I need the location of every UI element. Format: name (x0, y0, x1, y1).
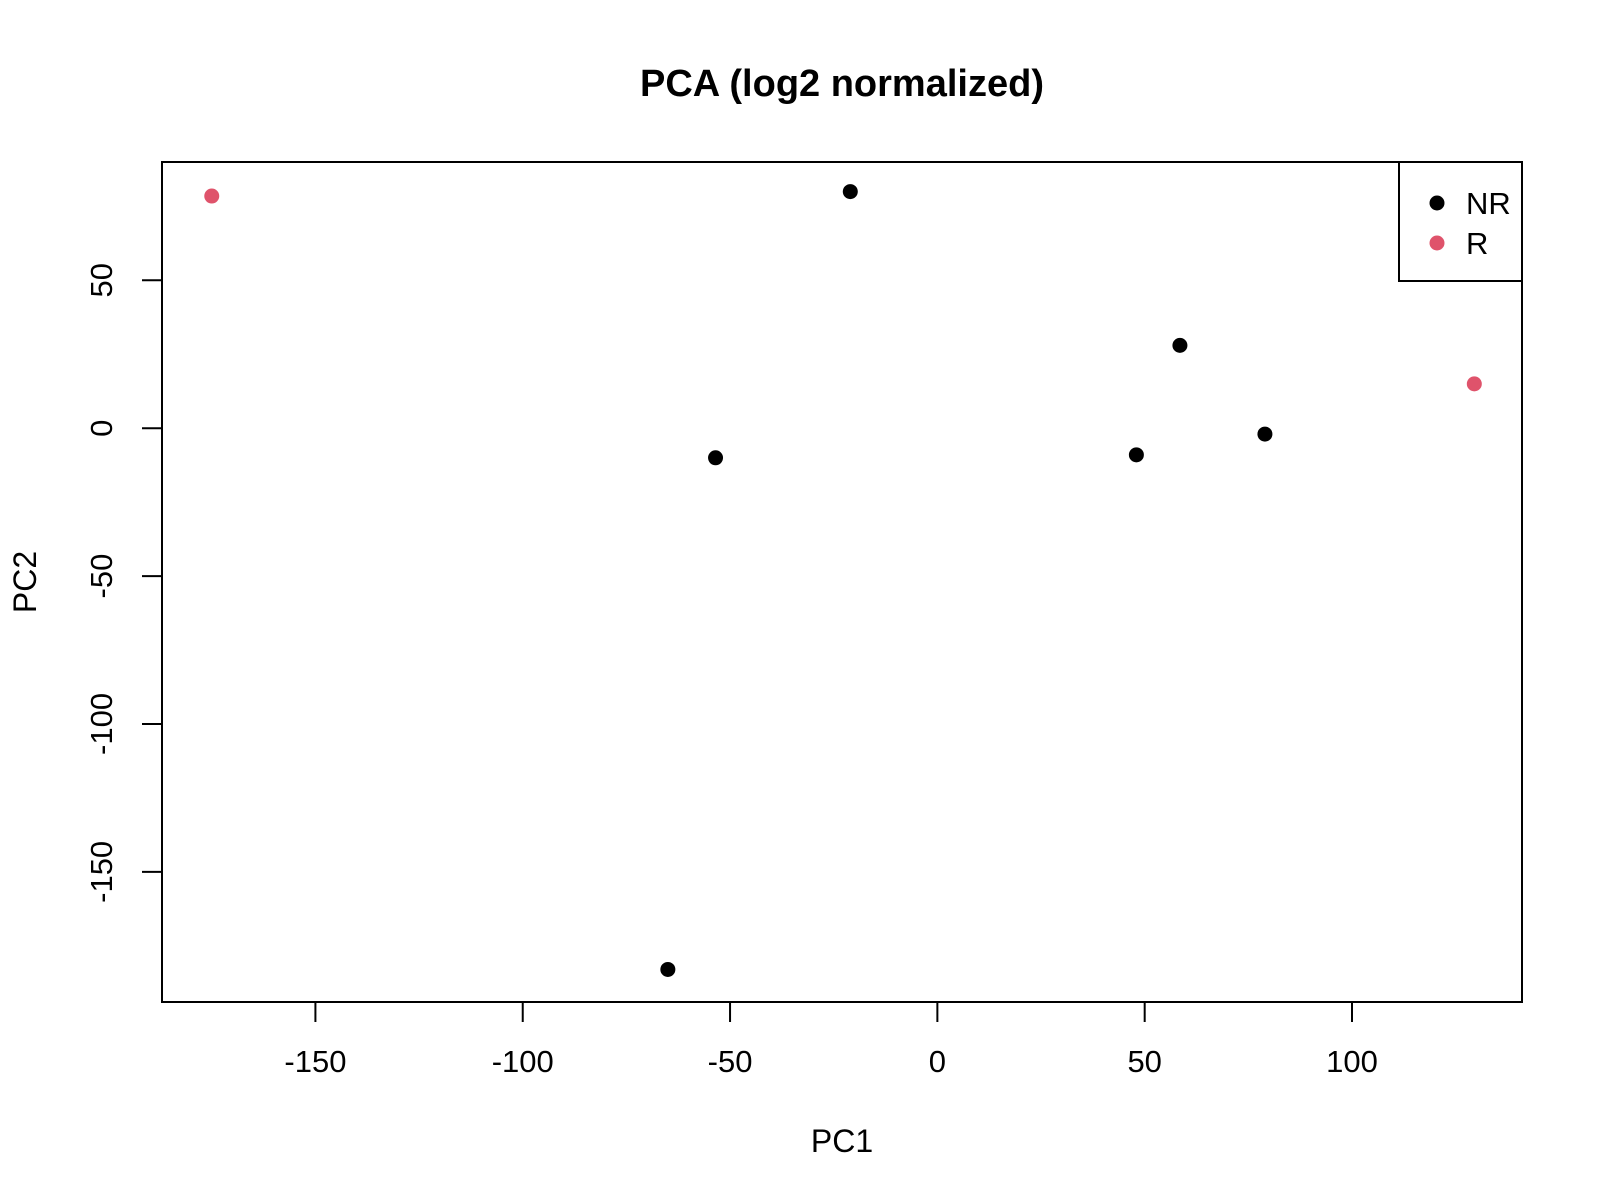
point-nr (1257, 426, 1273, 442)
y-axis-label: PC2 (7, 551, 43, 613)
point-nr (708, 450, 724, 466)
chart-title: PCA (log2 normalized) (640, 63, 1044, 105)
point-nr (842, 184, 858, 200)
y-tick-label: 0 (84, 420, 119, 437)
x-tick-label: -50 (708, 1044, 753, 1079)
legend-marker-r (1429, 235, 1445, 251)
point-nr (1128, 447, 1144, 463)
point-nr (660, 961, 676, 977)
legend-box (1398, 161, 1523, 282)
legend-label-r: R (1466, 226, 1488, 261)
x-tick-label: 50 (1127, 1044, 1161, 1079)
legend: NR R (1398, 161, 1523, 282)
data-points (204, 184, 1482, 977)
plot-frame (161, 161, 1523, 1003)
x-axis-label: PC1 (811, 1123, 873, 1159)
y-tick-label: 50 (84, 263, 119, 297)
x-axis: -150 -100 -50 0 50 100 (284, 1001, 1378, 1079)
x-tick-label: 0 (929, 1044, 946, 1079)
legend-label-nr: NR (1466, 186, 1511, 221)
y-tick-label: -50 (84, 554, 119, 599)
point-r (204, 188, 220, 204)
x-tick-label: 100 (1326, 1044, 1378, 1079)
point-nr (1172, 337, 1188, 353)
y-tick-label: -100 (84, 693, 119, 755)
x-tick-label: -100 (492, 1044, 554, 1079)
point-r (1466, 376, 1482, 392)
legend-marker-nr (1429, 195, 1445, 211)
y-tick-label: -150 (84, 841, 119, 903)
x-tick-label: -150 (284, 1044, 346, 1079)
y-axis: -150 -100 -50 0 50 (84, 263, 163, 903)
